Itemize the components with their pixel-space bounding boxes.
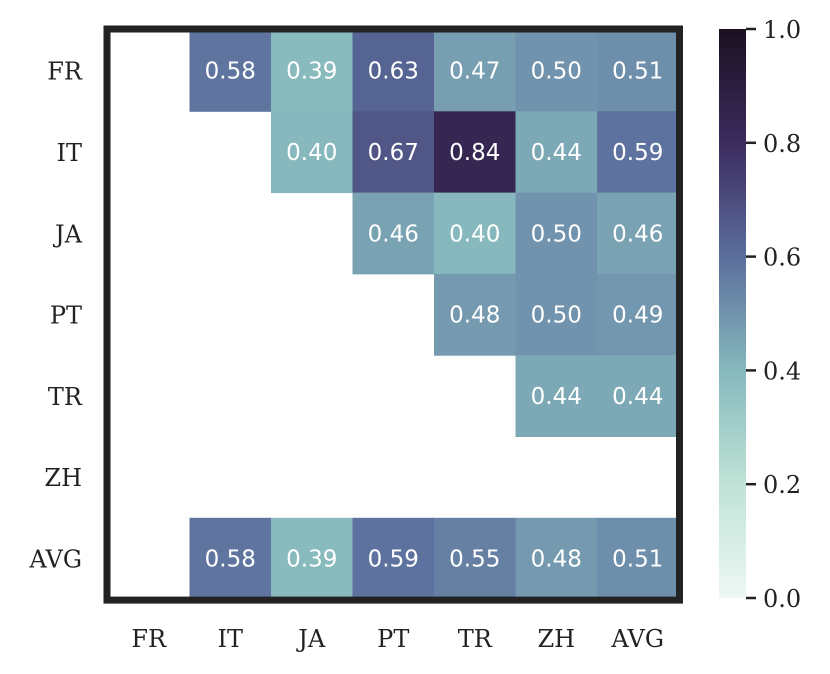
heatmap-cell-it-zh [515,111,598,194]
x-tick-labels: FR IT JA PT TR ZH AVG [131,625,664,653]
heatmap-cell-tr-avg [597,355,679,437]
heatmap-cell-fr-zh [515,30,598,112]
x-tick-avg: AVG [610,625,664,653]
heatmap-cell-pt-avg [597,273,679,356]
x-tick-pt: PT [377,625,409,653]
heatmap-cells [189,30,679,600]
heatmap-cell-ja-zh [515,192,598,275]
cell-value-tr-avg: 0.44 [612,384,663,410]
heatmap-cell-avg-it [189,517,272,600]
y-tick-pt: PT [50,302,82,330]
heatmap-cell-labels: 0.58 0.39 0.63 0.47 0.50 0.51 0.40 0.67 0.84 0.44… [205,59,664,573]
cell-value-avg-tr: 0.55 [449,546,500,572]
heatmap-cell-avg-tr [434,517,516,600]
cell-value-avg-it: 0.58 [205,546,256,572]
cell-value-ja-avg: 0.46 [612,221,663,247]
heatmap-cell-pt-tr [434,273,516,356]
colorbar-ticks: 0.0 0.2 0.4 0.6 0.8 1.0 [746,16,801,613]
heatmap-cell-fr-it [189,30,272,112]
cell-value-it-zh: 0.44 [531,140,582,166]
heatmap-cell-avg-zh [515,517,598,600]
cell-value-avg-zh: 0.48 [531,546,582,572]
y-tick-ja: JA [52,220,83,248]
cell-value-ja-pt: 0.46 [368,221,419,247]
cell-value-fr-ja: 0.39 [286,59,337,85]
cell-value-pt-tr: 0.48 [449,303,500,329]
heatmap-cell-fr-ja [271,30,353,112]
cell-value-fr-pt: 0.63 [368,59,419,85]
heatmap-cell-pt-zh [515,273,598,356]
heatmap-cell-tr-zh [515,355,598,437]
colorbar-tick-0.0: 0.0 [763,585,801,613]
x-tick-zh: ZH [537,625,575,653]
cell-value-fr-it: 0.58 [205,59,256,85]
heatmap-frame [103,25,683,604]
cell-value-avg-avg: 0.51 [612,546,663,572]
cell-value-fr-tr: 0.47 [449,59,500,85]
y-tick-avg: AVG [28,545,82,573]
y-tick-it: IT [57,139,83,167]
colorbar-tick-1.0: 1.0 [763,16,801,44]
heatmap-cell-avg-pt [352,517,435,600]
cell-value-it-pt: 0.67 [368,140,419,166]
colorbar-tick-0.6: 0.6 [763,244,801,272]
heatmap-cell-avg-ja [271,517,353,600]
heatmap-cell-ja-tr [434,192,516,275]
cell-value-fr-avg: 0.51 [612,59,663,85]
cell-value-pt-zh: 0.50 [531,303,582,329]
x-tick-it: IT [218,625,244,653]
cell-value-ja-tr: 0.40 [449,221,500,247]
cell-value-avg-ja: 0.39 [286,546,337,572]
y-tick-fr: FR [47,58,83,86]
x-tick-tr: TR [458,625,493,653]
cell-value-it-ja: 0.40 [286,140,337,166]
cell-value-fr-zh: 0.50 [531,59,582,85]
heatmap-cell-ja-avg [597,192,679,275]
colorbar-tick-0.4: 0.4 [763,357,801,385]
heatmap-cell-fr-tr [434,30,516,112]
heatmap-cell-fr-pt [352,30,435,112]
y-tick-labels: FR IT JA PT TR ZH AVG [28,58,83,574]
heatmap-cell-fr-avg [597,30,679,112]
cell-value-avg-pt: 0.59 [368,546,419,572]
heatmap-cell-avg-avg [597,517,679,600]
colorbar-tick-0.2: 0.2 [763,471,801,499]
cell-value-tr-zh: 0.44 [531,384,582,410]
cell-value-it-avg: 0.59 [612,140,663,166]
cell-value-ja-zh: 0.50 [531,221,582,247]
cell-value-pt-avg: 0.49 [612,303,663,329]
heatmap-cell-it-ja [271,111,353,194]
heatmap-cell-it-pt [352,111,435,194]
cell-value-it-tr: 0.84 [449,140,500,166]
x-tick-fr: FR [131,625,167,653]
y-tick-zh: ZH [44,464,82,492]
heatmap-cell-it-avg [597,111,679,194]
x-tick-ja: JA [295,625,326,653]
heatmap-cell-ja-pt [352,192,435,275]
colorbar-gradient [719,29,746,598]
colorbar: 0.0 0.2 0.4 0.6 0.8 1.0 [719,16,801,613]
y-tick-tr: TR [48,383,83,411]
colorbar-tick-0.8: 0.8 [763,130,801,158]
heatmap-cell-it-tr [434,111,516,194]
